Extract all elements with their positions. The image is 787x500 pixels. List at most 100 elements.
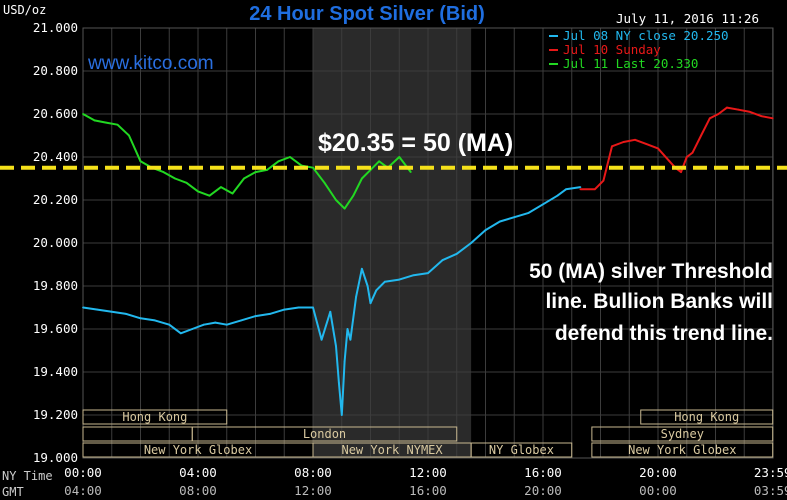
watermark: www.kitco.com — [87, 53, 214, 74]
data-point — [771, 117, 774, 120]
data-point — [179, 332, 182, 335]
data-point — [191, 328, 194, 330]
data-point — [283, 308, 286, 311]
series-2 — [579, 106, 774, 191]
data-point — [645, 143, 648, 146]
data-point — [329, 310, 332, 313]
data-point — [737, 108, 740, 111]
data-point — [185, 181, 188, 184]
data-point — [352, 194, 355, 197]
data-point — [383, 280, 386, 283]
data-point — [105, 121, 107, 124]
data-point — [346, 328, 349, 330]
x-tick-label-ny: 12:00 — [409, 465, 447, 480]
x-tick-label-gmt: 03:59 — [754, 483, 787, 498]
data-point — [266, 169, 268, 171]
data-point — [455, 252, 458, 255]
session-box — [640, 409, 774, 425]
session-label: Hong Kong — [674, 410, 739, 424]
x-tick-label-gmt: 16:00 — [409, 483, 447, 498]
y-tick-label: 20.400 — [33, 149, 78, 164]
data-point — [225, 323, 228, 326]
data-point — [579, 188, 582, 191]
x-tick-label-ny: 20:00 — [639, 465, 677, 480]
data-point — [542, 203, 544, 206]
y-tick-label: 19.400 — [33, 364, 78, 379]
y-tick-label: 20.200 — [33, 192, 78, 207]
y-axis-unit-label: USD/oz — [3, 3, 46, 17]
data-point — [116, 123, 119, 126]
data-point — [82, 306, 84, 309]
data-point — [726, 106, 728, 109]
data-point — [277, 160, 280, 163]
session-label: NY Globex — [489, 443, 554, 457]
data-point — [208, 194, 211, 197]
data-point — [197, 190, 199, 193]
data-point — [513, 216, 516, 219]
data-point — [378, 160, 381, 163]
data-point — [343, 207, 346, 210]
data-point — [349, 338, 352, 341]
data-point — [174, 177, 176, 180]
x-tick-label-gmt: 12:00 — [294, 483, 332, 498]
y-tick-label: 20.000 — [33, 235, 78, 250]
data-point — [668, 160, 671, 163]
data-point — [220, 186, 222, 189]
session-box — [82, 426, 193, 442]
data-point — [202, 323, 205, 326]
data-point — [323, 181, 326, 184]
series-1 — [82, 186, 582, 416]
session-label: New York Globex — [628, 443, 736, 457]
x-tick-label-gmt: 00:00 — [639, 483, 677, 498]
session-box — [82, 409, 228, 425]
data-point — [708, 117, 711, 120]
y-tick-label: 19.600 — [33, 321, 78, 336]
plot-frame — [82, 27, 774, 459]
data-point — [139, 160, 142, 163]
data-point — [717, 113, 720, 115]
data-point — [360, 267, 363, 270]
gmt-row-label: GMT — [2, 485, 24, 499]
data-point — [254, 171, 257, 173]
legend-entry: Jul 11 Last 20.330 — [563, 56, 698, 71]
data-point — [398, 278, 401, 281]
data-point — [556, 194, 559, 197]
data-point — [320, 338, 323, 341]
y-tick-label: 20.800 — [33, 63, 78, 78]
data-point — [243, 177, 245, 180]
y-tick-label: 19.200 — [33, 407, 78, 422]
data-point — [355, 295, 358, 298]
session-label: London — [303, 427, 346, 441]
data-point — [611, 145, 613, 148]
data-point — [685, 156, 688, 158]
data-point — [240, 319, 243, 322]
data-point — [470, 242, 473, 244]
data-point — [360, 177, 363, 180]
data-point — [96, 308, 99, 311]
annotation-line-2: line. Bullion Banks will — [545, 290, 773, 313]
session-label: New York Globex — [144, 443, 252, 457]
data-point — [153, 319, 156, 322]
data-point — [700, 134, 703, 137]
data-point — [412, 274, 415, 277]
y-tick-label: 21.000 — [33, 20, 78, 35]
y-tick-label: 20.600 — [33, 106, 78, 121]
session-box — [591, 426, 774, 442]
session-box — [591, 442, 774, 458]
y-tick-label: 19.000 — [33, 450, 78, 465]
annotation-line-1: 50 (MA) silver Threshold — [529, 260, 773, 283]
data-point — [527, 212, 530, 214]
data-point — [110, 310, 113, 313]
data-point — [337, 381, 340, 384]
chart-title: 24 Hour Spot Silver (Bid) — [249, 3, 485, 25]
data-point — [335, 199, 337, 201]
legend-entry: Jul 08 NY close 20.250 — [563, 28, 729, 43]
data-point — [657, 147, 659, 150]
data-point — [125, 313, 128, 315]
data-point — [680, 171, 682, 173]
x-tick-label-gmt: 08:00 — [179, 483, 217, 498]
data-point — [427, 272, 429, 274]
data-point — [398, 156, 401, 158]
data-point — [760, 115, 763, 118]
